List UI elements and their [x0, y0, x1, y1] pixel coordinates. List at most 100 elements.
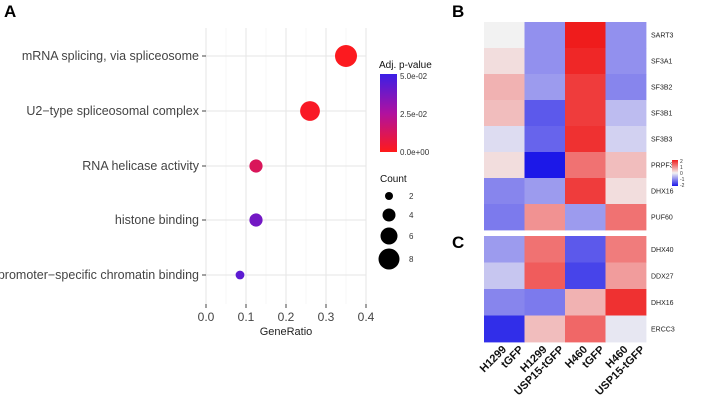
- heatmap-cell: [565, 178, 606, 205]
- pvalue-tick-high: 5.0e-02: [400, 72, 428, 81]
- heatmap-cell: [484, 48, 525, 75]
- heatmap-scale-legend: 2 1 0 -1 -2: [672, 159, 685, 189]
- dot-plot: 0.0 0.1 0.2 0.3 0.4 mRNA splicing, via splic…: [0, 28, 375, 338]
- heatmap-cell: [484, 100, 525, 127]
- heatmap-cell: [565, 289, 606, 316]
- pvalue-tick-low: 0.0e+00: [400, 148, 430, 157]
- panel-label-a: A: [4, 2, 16, 21]
- count-legend-dot-4: [382, 208, 396, 222]
- heatmap-cell: [565, 100, 606, 127]
- heatmap-cell: [565, 152, 606, 179]
- dot-point: [235, 270, 245, 280]
- heatmap-cell: [524, 152, 566, 179]
- heatmap-column-label: H460USP15-tGFP: [585, 335, 648, 398]
- heatmap-cell: [565, 315, 606, 343]
- heatmap-row-label: DHX16: [651, 189, 674, 196]
- heatmap-scale-tick-2: 2: [680, 159, 683, 165]
- heatmap-cell: [605, 262, 647, 290]
- dot-plot-points: [235, 45, 357, 280]
- heatmap-b: SART3 SF3A1 SF3B2 SF3B1 SF3B3 PRPF3 DHX16 PUF60: [484, 22, 674, 231]
- heatmap-c: DHX40 DDX27 DHX16 ERCC3: [484, 236, 675, 343]
- heatmap-cell: [484, 22, 525, 49]
- heatmap-row-label: SF3B1: [651, 111, 673, 118]
- heatmap-cell: [605, 178, 647, 205]
- heatmap-cell: [524, 204, 566, 231]
- heatmap-row-label: DDX27: [651, 273, 674, 280]
- pvalue-colorbar: [380, 74, 397, 152]
- count-legend: Count 2 4 6 8: [378, 174, 414, 270]
- heatmap-row-label: PRPF3: [651, 163, 674, 170]
- category-label: RNA helicase activity: [82, 159, 199, 173]
- heatmap-cell: [484, 315, 525, 343]
- heatmap-cell: [524, 262, 566, 290]
- category-label: mRNA splicing, via spliceosome: [22, 49, 199, 63]
- count-legend-label-6: 6: [409, 232, 414, 241]
- count-legend-label-4: 4: [409, 211, 414, 220]
- heatmap-scale-tick-minus2: -2: [680, 183, 685, 189]
- heatmap-row-label: SF3B3: [651, 137, 673, 144]
- count-legend-label-2: 2: [409, 192, 414, 201]
- heatmap-scale-tick-0: 0: [680, 171, 683, 177]
- heatmap-cell: [565, 236, 606, 263]
- heatmap-cell: [524, 178, 566, 205]
- heatmap-cell: [565, 262, 606, 290]
- heatmap-cell: [565, 22, 606, 49]
- heatmap-colorbar: [672, 160, 678, 186]
- heatmap-row-label: ERCC3: [651, 326, 675, 333]
- heatmap-cell: [484, 74, 525, 101]
- count-legend-label-8: 8: [409, 255, 414, 264]
- dot-plot-x-axis: 0.0 0.1 0.2 0.3 0.4: [198, 55, 375, 324]
- heatmap-row-label: DHX16: [651, 300, 674, 307]
- heatmap-cell: [524, 236, 566, 263]
- heatmap-cell: [565, 204, 606, 231]
- heatmap-cell: [524, 289, 566, 316]
- dot-point: [300, 101, 320, 121]
- x-axis-title: GeneRatio: [260, 326, 313, 338]
- pvalue-legend: Adj. p-value 5.0e-02 2.5e-02 0.0e+00: [379, 60, 432, 157]
- heatmap-cell: [565, 126, 606, 153]
- category-label: histone binding: [115, 213, 199, 227]
- count-legend-title: Count: [380, 174, 407, 185]
- heatmap-scale-tick-minus1: -1: [680, 177, 685, 183]
- heatmap-cell: [565, 48, 606, 75]
- dot-point: [335, 45, 357, 67]
- heatmap-cell: [524, 48, 566, 75]
- heatmap-cell: [484, 152, 525, 179]
- heatmap-cell: [605, 48, 647, 75]
- heatmap-column-label: H1299tGFP: [478, 335, 526, 383]
- heatmap-cell: [605, 126, 647, 153]
- heatmap-cell: [484, 289, 525, 316]
- heatmap-row-label: SF3A1: [651, 59, 673, 66]
- panel-label-b: B: [452, 2, 464, 21]
- heatmap-cell: [605, 315, 647, 343]
- heatmap-row-label: SART3: [651, 33, 674, 40]
- heatmap-cell: [524, 315, 566, 343]
- panel-label-c: C: [452, 233, 464, 252]
- heatmap-cell: [524, 100, 566, 127]
- heatmap-cell: [605, 152, 647, 179]
- heatmap-row-label: SF3B2: [651, 85, 673, 92]
- x-axis-tick-label: 0.2: [278, 310, 295, 324]
- dot-plot-category-labels: mRNA splicing, via spliceosome U2−type sp…: [0, 49, 200, 282]
- heatmap-cell: [605, 22, 647, 49]
- heatmap-cell: [484, 126, 525, 153]
- heatmap-cell: [484, 236, 525, 263]
- category-label: U2−type spliceosomal complex: [26, 104, 199, 118]
- dot-point: [249, 159, 263, 173]
- count-legend-dot-6: [380, 227, 398, 245]
- heatmap-cell: [605, 74, 647, 101]
- pvalue-legend-title: Adj. p-value: [379, 60, 432, 71]
- pvalue-tick-mid: 2.5e-02: [400, 110, 428, 119]
- heatmap-scale-tick-1: 1: [680, 165, 683, 171]
- heatmap-cell: [605, 100, 647, 127]
- heatmap-cell: [524, 126, 566, 153]
- x-axis-tick-label: 0.1: [238, 310, 255, 324]
- heatmap-cell: [484, 204, 525, 231]
- x-axis-tick-label: 0.3: [318, 310, 335, 324]
- heatmap-cell: [524, 22, 566, 49]
- heatmap-column-labels: H1299tGFPH1299USP15-tGFPH460tGFPH460USP1…: [478, 335, 648, 398]
- heatmap-column-label: H1299USP15-tGFP: [504, 335, 567, 398]
- heatmap-cell: [524, 74, 566, 101]
- category-label: promoter−specific chromatin binding: [0, 268, 199, 282]
